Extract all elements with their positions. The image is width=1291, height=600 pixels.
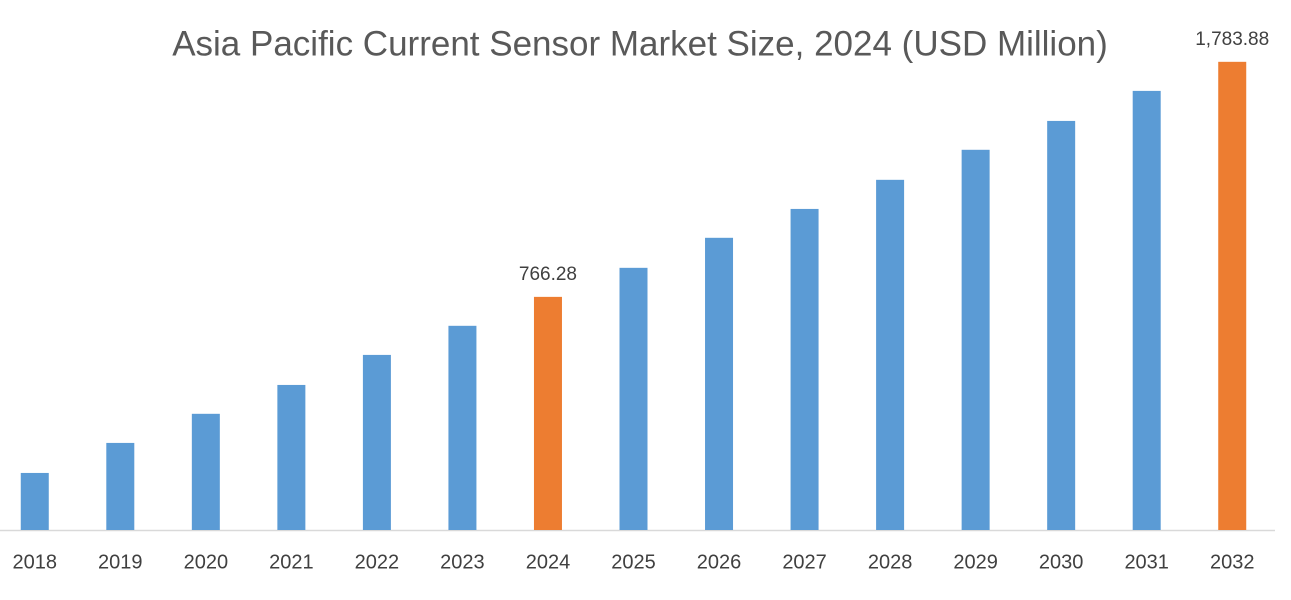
bar [533,296,562,530]
x-tick-label: 2026 [697,551,742,573]
x-tick-label: 2028 [868,551,913,573]
bar [20,472,49,530]
bar [277,384,306,530]
x-tick-label: 2032 [1210,551,1255,573]
bar [1047,120,1076,530]
bar [106,442,135,530]
value-label: 766.28 [519,264,577,285]
bar [705,237,734,530]
x-tick-label: 2019 [98,551,143,573]
x-tick-label: 2022 [355,551,400,573]
bar [1218,61,1247,530]
bar [961,149,990,530]
bar [448,325,477,530]
bar [619,267,648,530]
value-label: 1,783.88 [1195,29,1269,50]
x-tick-label: 2020 [184,551,229,573]
bar [362,354,391,530]
x-tick-label: 2023 [440,551,485,573]
x-tick-label: 2025 [611,551,656,573]
x-tick-label: 2021 [269,551,314,573]
x-tick-label: 2031 [1124,551,1169,573]
bar [876,179,905,531]
bar [790,208,819,531]
x-tick-label: 2018 [13,551,58,573]
bar [191,413,220,530]
bar [1132,90,1161,531]
chart-title: Asia Pacific Current Sensor Market Size,… [172,24,1108,63]
x-tick-label: 2030 [1039,551,1084,573]
x-tick-label: 2024 [526,551,571,573]
x-tick-label: 2029 [953,551,998,573]
x-tick-label: 2027 [782,551,827,573]
